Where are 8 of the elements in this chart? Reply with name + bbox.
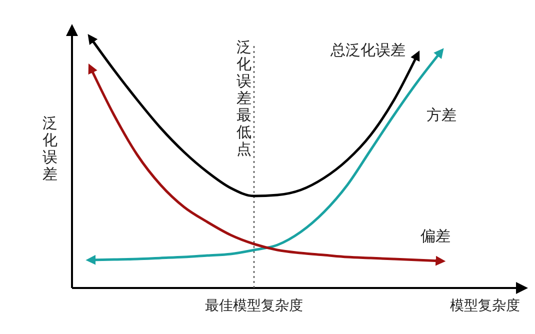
series-label: 方差: [426, 106, 457, 124]
text: 最低点: [236, 106, 252, 158]
text: 泛化误差: [42, 114, 58, 183]
y-axis-title: 泛化误差: [236, 38, 252, 107]
series-label: 总泛化误差: [329, 41, 406, 59]
text: 最佳模型复杂度: [205, 298, 303, 314]
x-axis-title: 模型复杂度: [450, 298, 520, 314]
series-label: 偏差: [420, 227, 451, 245]
